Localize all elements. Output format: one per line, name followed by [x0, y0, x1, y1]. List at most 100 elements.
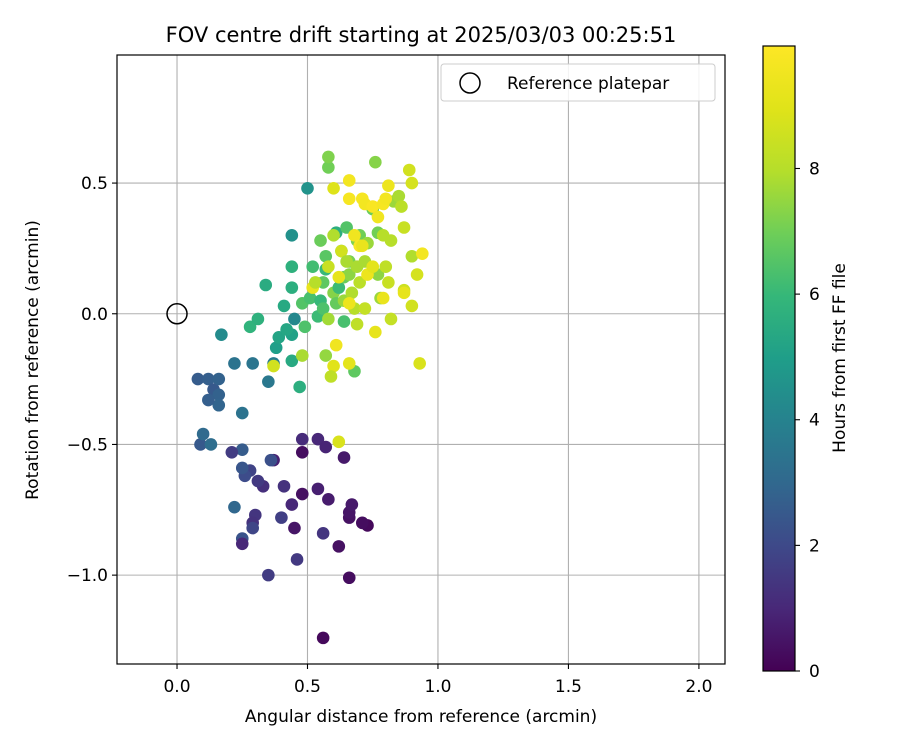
data-point	[384, 312, 398, 326]
data-point	[225, 445, 239, 459]
data-point	[314, 234, 327, 247]
data-point	[322, 312, 335, 326]
data-point	[309, 276, 322, 289]
data-point	[212, 372, 226, 386]
data-point	[319, 440, 333, 454]
data-point	[228, 500, 241, 514]
grid-lines	[117, 55, 725, 664]
data-point	[275, 511, 288, 524]
data-point	[285, 229, 299, 242]
colorbar-label: Hours from first FF file	[830, 263, 850, 453]
reference-point	[166, 303, 188, 325]
data-point	[340, 255, 353, 268]
data-point	[332, 540, 346, 553]
y-axis-ticks: −1.0 −0.5 0.0 0.5	[67, 174, 117, 586]
data-point	[327, 182, 340, 195]
data-point	[369, 155, 382, 169]
data-point	[288, 312, 301, 326]
data-point	[235, 461, 249, 475]
colorbar-tick-label: 4	[809, 411, 820, 431]
data-point	[392, 189, 406, 203]
data-point	[285, 281, 299, 294]
data-point	[277, 479, 291, 493]
data-point	[196, 427, 210, 441]
data-point	[293, 380, 306, 394]
data-point	[285, 498, 299, 511]
data-point	[311, 482, 325, 496]
data-point	[327, 359, 340, 373]
data-point	[204, 438, 218, 451]
data-point	[319, 349, 333, 362]
data-point	[342, 297, 356, 310]
data-point	[329, 338, 343, 352]
data-point	[342, 192, 356, 206]
legend-label: Reference platepar	[507, 74, 669, 94]
y-tick-label: −0.5	[67, 435, 108, 455]
data-points	[191, 150, 429, 645]
data-point	[246, 357, 259, 370]
data-point	[332, 270, 346, 284]
x-tick-label: 2.0	[685, 677, 712, 697]
legend-marker-icon	[459, 72, 481, 94]
data-point	[301, 182, 314, 195]
colorbar-tick-label: 2	[809, 536, 820, 556]
data-point	[353, 276, 366, 289]
data-point	[397, 286, 411, 300]
data-point	[288, 521, 301, 535]
data-point	[285, 260, 299, 274]
data-point	[191, 372, 205, 386]
data-point	[212, 398, 226, 412]
data-point	[322, 150, 335, 164]
y-tick-label: −1.0	[67, 566, 108, 586]
data-point	[267, 359, 280, 373]
data-point	[416, 247, 429, 260]
data-point	[319, 249, 333, 263]
data-point	[235, 537, 249, 551]
data-point	[262, 375, 275, 389]
data-point	[243, 320, 257, 334]
data-point	[355, 239, 369, 253]
data-point	[194, 438, 207, 451]
data-point	[246, 521, 259, 535]
data-point	[202, 393, 215, 407]
colorbar-gradient	[762, 45, 796, 672]
colorbar-ticks: 0 2 4 6 8	[795, 159, 820, 682]
x-tick-label: 0.0	[163, 677, 190, 697]
x-tick-label: 0.5	[294, 677, 321, 697]
data-point	[324, 370, 338, 383]
data-point	[295, 432, 309, 446]
data-point	[366, 200, 380, 213]
data-point	[316, 302, 330, 315]
colorbar: 0 2 4 6 8 Hours from first FF file	[762, 45, 850, 682]
data-point	[397, 221, 411, 234]
data-point	[306, 260, 320, 274]
legend: Reference platepar	[440, 63, 716, 102]
y-axis-label: Rotation from reference (arcmin)	[23, 220, 43, 500]
data-point	[262, 568, 275, 582]
data-point	[235, 443, 249, 456]
data-point	[376, 291, 390, 305]
data-point	[413, 357, 426, 370]
data-point	[311, 432, 325, 446]
data-point	[402, 163, 416, 177]
data-point	[316, 527, 330, 540]
data-point	[342, 174, 356, 187]
data-point	[202, 372, 215, 386]
data-point	[277, 299, 291, 313]
data-point	[269, 341, 283, 355]
data-point	[350, 317, 364, 331]
data-point	[342, 268, 356, 281]
data-point	[322, 493, 335, 506]
x-axis-label: Angular distance from reference (arcmin)	[245, 707, 597, 727]
data-point	[348, 229, 361, 242]
data-point	[298, 320, 312, 334]
data-point	[285, 354, 299, 368]
data-point	[251, 312, 265, 326]
data-point	[228, 357, 241, 370]
data-point	[366, 260, 380, 274]
x-axis-ticks: 0.0 0.5 1.0 1.5 2.0	[163, 664, 712, 697]
x-tick-label: 1.0	[424, 677, 451, 697]
data-point	[371, 210, 385, 224]
data-point	[295, 349, 309, 362]
y-tick-label: 0.0	[81, 305, 108, 325]
